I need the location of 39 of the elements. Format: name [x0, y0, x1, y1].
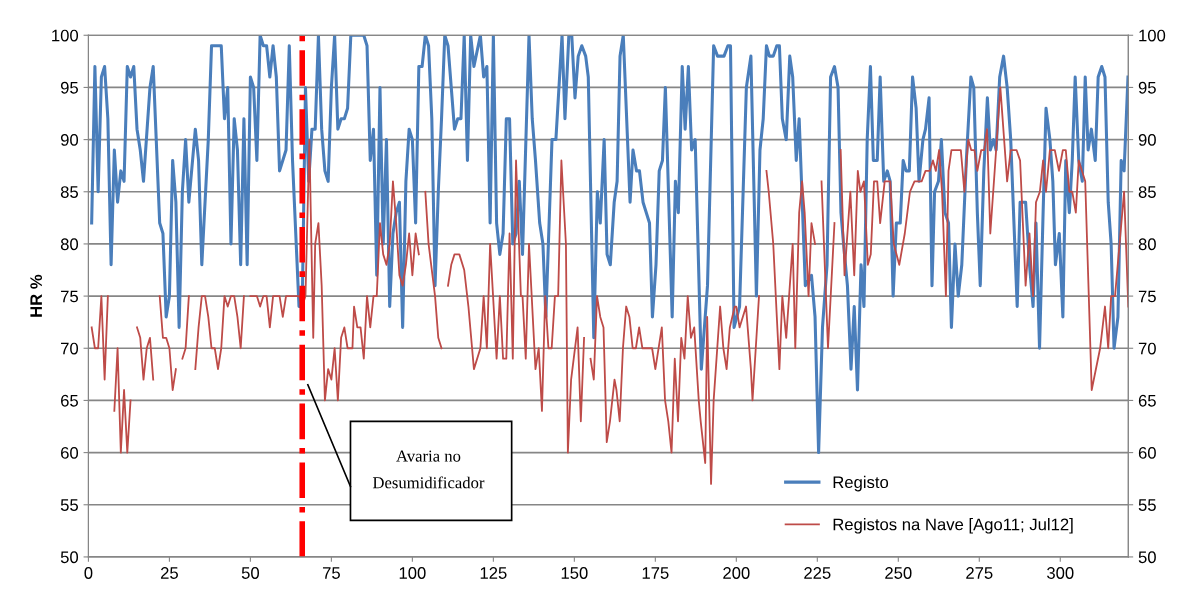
- y2-tick-label: 80: [1138, 238, 1156, 251]
- y-tick-label: 75: [61, 290, 79, 303]
- x-tick-label: 200: [723, 567, 750, 579]
- y-tick-label: 80: [60, 238, 79, 251]
- legend-label: Registos na Nave [Ago11; Jul12]: [833, 518, 1073, 534]
- x-tick-label: 75: [322, 567, 340, 579]
- x-tick-label: 100: [399, 567, 426, 579]
- y2-tick-label: 55: [1138, 499, 1156, 511]
- x-tick-label: 225: [804, 567, 831, 579]
- y2-tick-label: 85: [1138, 186, 1156, 198]
- y2-tick-label: 65: [1138, 394, 1156, 407]
- y2-tick-label: 75: [1138, 290, 1156, 303]
- y-tick-label: 65: [61, 394, 79, 407]
- y2-tick-label: 70: [1138, 342, 1156, 355]
- y2-tick-label: 95: [1138, 81, 1156, 94]
- y2-tick-label: 50: [1138, 551, 1156, 564]
- x-tick-label: 250: [885, 567, 912, 579]
- y-axis-title: HR %: [30, 274, 43, 317]
- y-tick-label: 100: [52, 29, 79, 42]
- x-tick-label: 125: [480, 567, 507, 579]
- y2-tick-label: 100: [1139, 29, 1166, 42]
- x-tick-label: 25: [160, 567, 178, 579]
- x-tick-label: 0: [84, 567, 93, 579]
- y-tick-label: 95: [60, 81, 79, 94]
- x-tick-label: 175: [642, 567, 669, 579]
- y-tick-label: 60: [61, 447, 79, 459]
- x-tick-label: 150: [561, 567, 588, 579]
- x-tick-label: 50: [241, 567, 260, 579]
- y-tick-label: 90: [60, 134, 79, 146]
- x-tick-label: 300: [1047, 567, 1074, 579]
- legend-label: Registo: [833, 475, 889, 492]
- y-tick-label: 50: [60, 551, 79, 564]
- y-tick-label: 85: [60, 186, 79, 198]
- y-tick-label: 70: [61, 342, 79, 355]
- annotation: Avaria no Desumidificador: [372, 450, 485, 489]
- y2-tick-label: 60: [1138, 447, 1156, 459]
- y2-tick-label: 90: [1138, 134, 1156, 146]
- x-tick-label: 275: [966, 567, 993, 579]
- y-tick-label: 55: [60, 499, 79, 511]
